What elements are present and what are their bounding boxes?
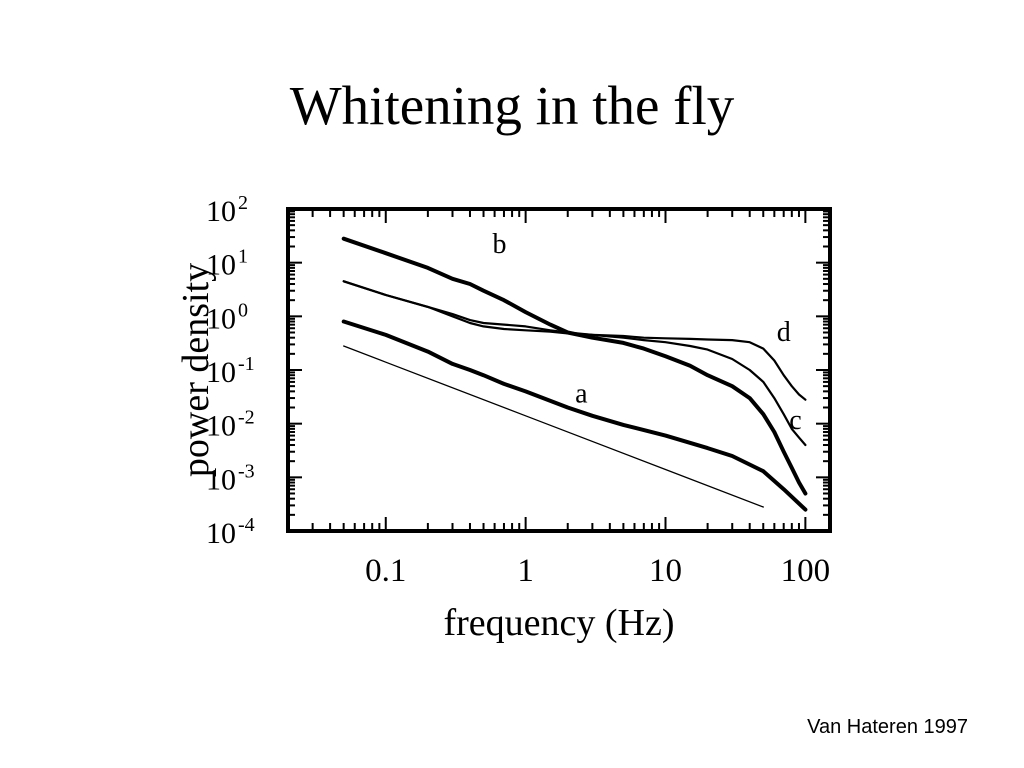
y-tick-label: 10: [206, 517, 236, 550]
x-tick-label: 0.1: [365, 553, 406, 589]
series-b-line: [341, 236, 808, 496]
y-tick-label: 10: [206, 356, 236, 389]
y-tick-exponent: -1: [238, 353, 255, 375]
y-tick-label: 10: [206, 195, 236, 228]
x-tick-label: 1: [517, 553, 534, 589]
y-tick-label: 10: [206, 249, 236, 282]
x-tick-labels: 0.1 1 10 100: [365, 553, 830, 589]
series-c-line: [342, 280, 807, 447]
y-tick-label: 10: [206, 410, 236, 443]
series-labels: b c d a: [492, 229, 801, 436]
y-tick-exponent: -3: [238, 460, 255, 482]
y-tick-exponent: 1: [238, 246, 248, 268]
y-axis-label: power density: [175, 263, 217, 477]
x-tick-label: 10: [649, 553, 682, 589]
series-c-label: c: [789, 405, 801, 436]
chart-series: [341, 236, 808, 512]
slide-title: Whitening in the fly: [289, 75, 735, 136]
y-tick-exponent: -2: [238, 407, 255, 429]
y-tick-exponent: 2: [238, 192, 248, 214]
y-tick-label: 10: [206, 302, 236, 335]
y-tick-exponent: -4: [238, 514, 255, 536]
citation: Van Hateren 1997: [807, 716, 968, 738]
series-d-line: [342, 280, 807, 401]
x-tick-label: 100: [781, 553, 831, 589]
y-tick-exponent: 0: [238, 299, 248, 321]
reference-slope-line: [343, 345, 764, 508]
series-a-line: [341, 319, 808, 512]
series-b-label: b: [492, 229, 506, 260]
series-d-label: d: [777, 317, 791, 348]
y-tick-label: 10: [206, 463, 236, 496]
series-a-label: a: [575, 378, 588, 409]
x-axis-label: frequency (Hz): [443, 602, 674, 644]
plot-frame: [286, 207, 832, 533]
